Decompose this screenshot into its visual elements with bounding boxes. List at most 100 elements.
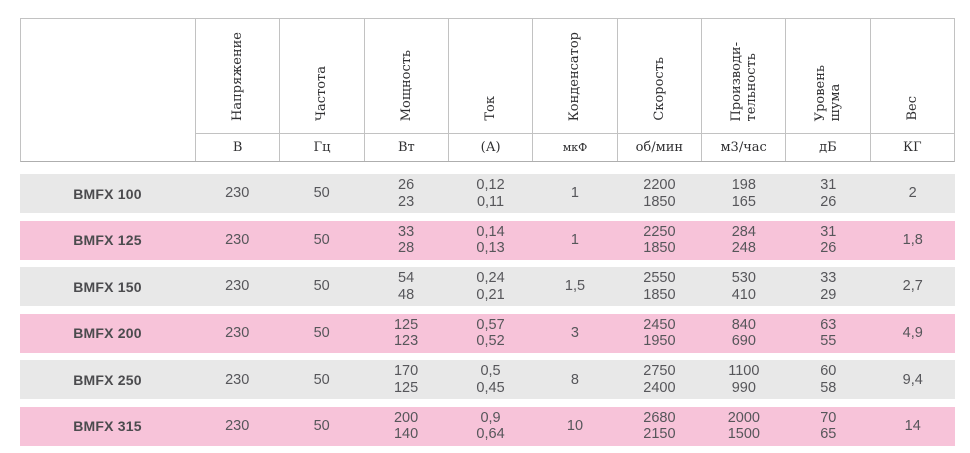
value-cell: 1,8 bbox=[871, 232, 955, 249]
value-cell: 1 bbox=[533, 232, 617, 249]
value-cell: 0,24 0,21 bbox=[448, 270, 532, 303]
value-line: 125 bbox=[393, 379, 419, 396]
value-cell: 230 bbox=[195, 185, 279, 202]
column-label: Вес bbox=[904, 96, 920, 121]
column-label-wrap: Уровень шума bbox=[786, 19, 869, 133]
value-line: 530 bbox=[731, 270, 756, 287]
column-label: Конденсатор bbox=[567, 31, 583, 121]
value-line: 198 bbox=[731, 177, 756, 193]
value-line: 990 bbox=[731, 379, 756, 396]
value-cell: 2550 1850 bbox=[617, 270, 701, 303]
value-cell: 10 bbox=[533, 418, 617, 435]
column-label: Уровень шума bbox=[812, 64, 843, 121]
value-line: 50 bbox=[313, 185, 330, 202]
value-cell: 1100 990 bbox=[702, 363, 786, 396]
value-line: 50 bbox=[313, 325, 330, 342]
column-label-wrap: Конденсатор bbox=[533, 19, 616, 133]
value-line: 58 bbox=[820, 379, 837, 396]
value-line: 23 bbox=[398, 193, 415, 210]
value-cell: 2200 1850 bbox=[617, 177, 701, 210]
column-unit: КГ bbox=[870, 133, 954, 161]
value-line: 1 bbox=[570, 185, 579, 202]
value-line: 14 bbox=[904, 418, 921, 435]
value-line: 4,9 bbox=[902, 325, 923, 342]
value-line: 690 bbox=[731, 333, 756, 350]
table-row: BMFX 250 230 50 170 125 0,5 0,45 8 2750 2400 1100 9… bbox=[20, 360, 955, 400]
value-line: 1850 bbox=[643, 193, 676, 210]
value-line: 0,11 bbox=[476, 193, 505, 210]
value-cell: 54 48 bbox=[364, 270, 448, 303]
value-line: 50 bbox=[313, 278, 330, 295]
column-unit: м3/час bbox=[701, 133, 786, 161]
value-cell: 2,7 bbox=[871, 278, 955, 295]
value-cell: 14 bbox=[871, 418, 955, 435]
value-line: 840 bbox=[731, 316, 756, 333]
value-line: 33 bbox=[820, 270, 837, 287]
value-cell: 200 140 bbox=[364, 410, 448, 443]
model-name-cell: BMFX 150 bbox=[73, 278, 142, 295]
value-line: 2450 bbox=[643, 316, 676, 333]
value-cell: 0,57 0,52 bbox=[448, 317, 532, 350]
value-line: 26 bbox=[820, 193, 837, 210]
value-line: 28 bbox=[398, 240, 415, 257]
value-cell: 33 28 bbox=[364, 224, 448, 257]
value-line: 284 bbox=[731, 223, 756, 240]
value-line: 140 bbox=[393, 426, 419, 443]
value-cell: 2750 2400 bbox=[617, 363, 701, 396]
value-line: 0,45 bbox=[476, 379, 505, 396]
value-cell: 125 123 bbox=[364, 317, 448, 350]
value-line: 9,4 bbox=[902, 371, 923, 388]
column-unit: об/мин bbox=[617, 133, 701, 161]
column-unit: (А) bbox=[448, 133, 533, 161]
value-cell: 2000 1500 bbox=[702, 410, 786, 443]
value-line: 1850 bbox=[643, 286, 676, 303]
value-line: 2 bbox=[908, 185, 917, 202]
value-line: 8 bbox=[570, 371, 579, 388]
model-name-cell: BMFX 200 bbox=[73, 325, 142, 342]
value-line: 230 bbox=[225, 278, 250, 295]
value-cell: 50 bbox=[279, 232, 363, 249]
value-line: 0,64 bbox=[476, 426, 505, 443]
value-line: 2150 bbox=[643, 426, 676, 443]
value-line: 29 bbox=[820, 286, 837, 303]
value-cell: 0,12 0,11 bbox=[448, 177, 532, 210]
value-line: 230 bbox=[225, 185, 250, 202]
table-row: BMFX 100 230 50 26 23 0,12 0,11 1 2200 1850 198 165… bbox=[20, 174, 955, 213]
column-label: Скорость bbox=[651, 57, 667, 121]
value-line: 1,8 bbox=[902, 231, 923, 248]
column-header: Конденсатор мкФ bbox=[532, 19, 617, 161]
value-line: 33 bbox=[398, 223, 415, 240]
value-cell: 50 bbox=[279, 418, 363, 435]
value-line: 0,52 bbox=[476, 333, 505, 350]
value-line: 410 bbox=[731, 286, 756, 303]
value-cell: 0,5 0,45 bbox=[448, 363, 532, 396]
value-cell: 8 bbox=[533, 372, 617, 389]
value-cell: 60 58 bbox=[786, 363, 870, 396]
value-line: 230 bbox=[225, 418, 250, 435]
value-line: 48 bbox=[398, 286, 415, 303]
value-line: 165 bbox=[731, 193, 756, 210]
column-unit: мкФ bbox=[533, 133, 617, 161]
model-name-cell: BMFX 100 bbox=[73, 185, 142, 202]
value-line: 2250 bbox=[643, 223, 676, 240]
value-line: 2680 bbox=[643, 409, 676, 426]
value-cell: 26 23 bbox=[364, 177, 448, 210]
value-cell: 50 bbox=[279, 325, 363, 342]
value-line: 2200 bbox=[643, 177, 676, 193]
value-line: 230 bbox=[225, 371, 250, 388]
value-line: 2550 bbox=[643, 270, 676, 287]
column-header: Производи- тельность м3/час bbox=[700, 19, 786, 161]
column-label: Мощность bbox=[398, 49, 414, 121]
column-unit: Гц bbox=[280, 133, 364, 161]
column-label-wrap: Напряжение bbox=[196, 19, 279, 133]
column-unit: В bbox=[196, 133, 280, 161]
value-line: 2000 bbox=[727, 409, 760, 426]
value-line: 63 bbox=[820, 316, 837, 333]
value-cell: 4,9 bbox=[871, 325, 955, 342]
value-line: 2750 bbox=[643, 363, 676, 380]
table-body: BMFX 100 230 50 26 23 0,12 0,11 1 2200 1850 198 165… bbox=[20, 174, 955, 453]
value-line: 65 bbox=[820, 426, 837, 443]
value-cell: 170 125 bbox=[364, 363, 448, 396]
table-row: BMFX 200 230 50 125 123 0,57 0,52 3 2450 1950 840 6… bbox=[20, 313, 955, 353]
value-line: 230 bbox=[225, 231, 250, 248]
